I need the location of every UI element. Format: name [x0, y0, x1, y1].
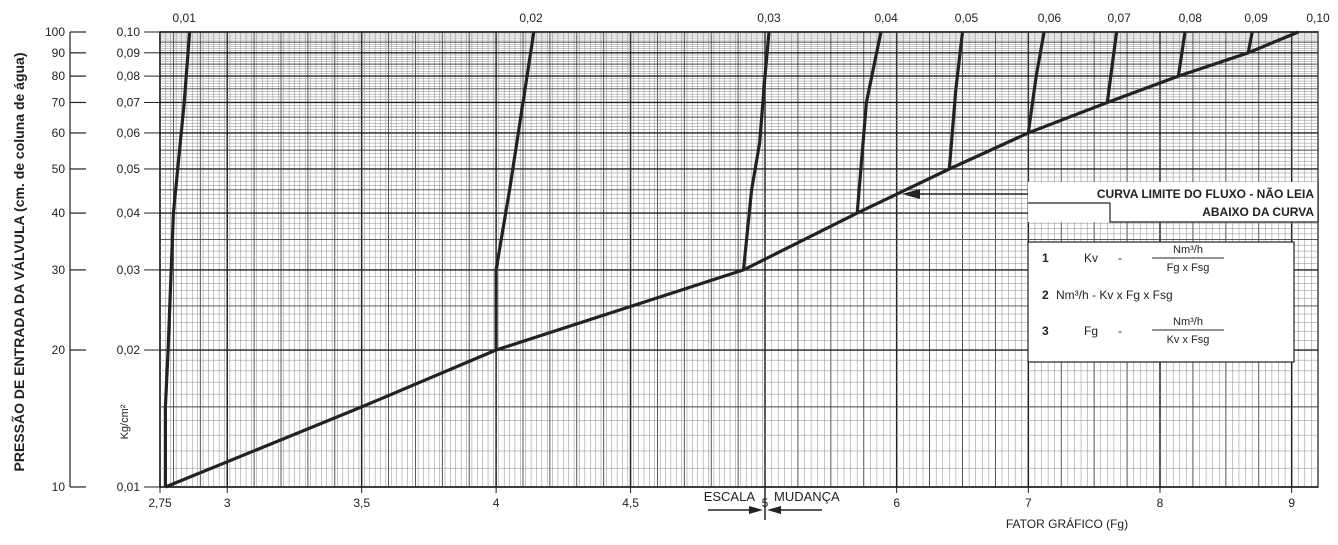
- y-axis-units: Kg/cm²: [119, 404, 131, 439]
- x-tick-label: 6: [893, 496, 900, 510]
- x-tick-label: 3,5: [353, 496, 370, 510]
- top-scale-label: 0,01: [173, 11, 197, 25]
- annotation-text-line1: CURVA LIMITE DO FLUXO - NÃO LEIA: [1097, 186, 1314, 201]
- formula-1-op: -: [1118, 251, 1122, 265]
- pressure-curve-4: [855, 31, 883, 214]
- top-scale-label: 0,07: [1108, 11, 1132, 25]
- x-tick-label: 8: [1157, 496, 1164, 510]
- formula-2-number: 2: [1042, 288, 1049, 302]
- y-tick-label-right: 0,02: [117, 343, 141, 357]
- formula-1-numerator: Nm³/h: [1173, 244, 1203, 256]
- scale-change-arrowhead-right: [767, 506, 781, 514]
- scale-change-left-label: ESCALA: [704, 489, 756, 504]
- y-tick-label-left: 80: [52, 69, 66, 83]
- y-tick-label-right: 0,03: [117, 263, 141, 277]
- annotation-text-line2: ABAIXO DA CURVA: [1202, 205, 1314, 219]
- y-tick-label-right: 0,08: [117, 69, 141, 83]
- formula-3-lhs: Fg: [1084, 324, 1098, 338]
- pressure-curve-3: [741, 31, 771, 271]
- scale-change-marker: ESCALA MUDANÇA: [704, 487, 840, 520]
- annotation-arrowhead: [902, 189, 920, 199]
- x-tick-label: 3: [224, 496, 231, 510]
- y-tick-label-right: 0,09: [117, 46, 141, 60]
- formula-2-text: Nm³/h - Kv x Fg x Fsg: [1056, 288, 1173, 302]
- scale-change-arrowhead-left: [749, 506, 763, 514]
- formula-legend: 1 Kv - Nm³/h Fg x Fsg 2 Nm³/h - Kv x Fg …: [1027, 241, 1295, 363]
- x-tick-label: 2,75: [148, 496, 172, 510]
- limit-annotation: CURVA LIMITE DO FLUXO - NÃO LEIA ABAIXO …: [902, 182, 1319, 223]
- scale-change-right-label: MUDANÇA: [774, 489, 840, 504]
- formula-3-denominator: Kv x Fsg: [1167, 334, 1210, 346]
- y-tick-label-left: 20: [52, 343, 66, 357]
- x-tick-label: 4: [493, 496, 500, 510]
- formula-3-number: 3: [1042, 324, 1049, 338]
- limit-curve: [164, 30, 1299, 489]
- y-tick-label-left: 90: [52, 46, 66, 60]
- pressure-curve-8: [1176, 31, 1187, 77]
- y-tick-label-left: 40: [52, 206, 66, 220]
- y-tick-label-left: 50: [52, 162, 66, 176]
- top-scale-label: 0,09: [1244, 11, 1268, 25]
- formula-1-number: 1: [1042, 251, 1049, 265]
- x-tick-label: 4,5: [622, 496, 639, 510]
- top-scale-label: 0,02: [519, 11, 543, 25]
- y-tick-label-left: 60: [52, 126, 66, 140]
- x-tick-label: 7: [1025, 496, 1032, 510]
- y-tick-label-right: 0,01: [117, 480, 141, 494]
- pressure-curve-1: [163, 31, 192, 487]
- curves: [163, 30, 1299, 489]
- top-scale-label: 0,10: [1306, 11, 1330, 25]
- top-scale-label: 0,08: [1179, 11, 1203, 25]
- y-axis-title: PRESSÃO DE ENTRADA DA VÁLVULA (cm. de co…: [10, 52, 27, 471]
- top-scale-label: 0,04: [874, 11, 898, 25]
- y-tick-label-right: 0,07: [117, 95, 141, 109]
- y-tick-label-right: 0,10: [117, 25, 141, 39]
- formula-3-op: -: [1118, 324, 1122, 338]
- x-axis-title: FATOR GRÁFICO (Fg): [1006, 516, 1128, 531]
- y-tick-label-left: 100: [45, 25, 65, 39]
- pressure-curve-2: [494, 31, 536, 350]
- y-tick-label-right: 0,04: [117, 206, 141, 220]
- pressure-curve-5: [947, 31, 965, 170]
- top-scale-label: 0,05: [955, 11, 979, 25]
- top-scale-label: 0,06: [1038, 11, 1062, 25]
- formula-legend-box: [1027, 241, 1295, 363]
- y-tick-label-right: 0,05: [117, 162, 141, 176]
- pressure-curve-7: [1105, 31, 1119, 103]
- x-tick-label: 9: [1288, 496, 1295, 510]
- pressure-curve-6: [1026, 31, 1046, 134]
- y-tick-label-left: 10: [52, 480, 66, 494]
- top-scale-label: 0,03: [757, 11, 781, 25]
- formula-1-denominator: Fg x Fsg: [1167, 262, 1210, 274]
- y-tick-label-left: 70: [52, 95, 66, 109]
- y-tick-label-left: 30: [52, 263, 66, 277]
- formula-3-numerator: Nm³/h: [1173, 316, 1203, 328]
- tick-labels: 2,7533,544,5567891000,10900,09800,08700,…: [45, 11, 1330, 510]
- annotation-box: [1028, 182, 1318, 222]
- annotation-frame: [1109, 182, 1319, 223]
- y-tick-label-right: 0,06: [117, 126, 141, 140]
- formula-1-lhs: Kv: [1084, 251, 1098, 265]
- pressure-curve-9: [1246, 31, 1254, 54]
